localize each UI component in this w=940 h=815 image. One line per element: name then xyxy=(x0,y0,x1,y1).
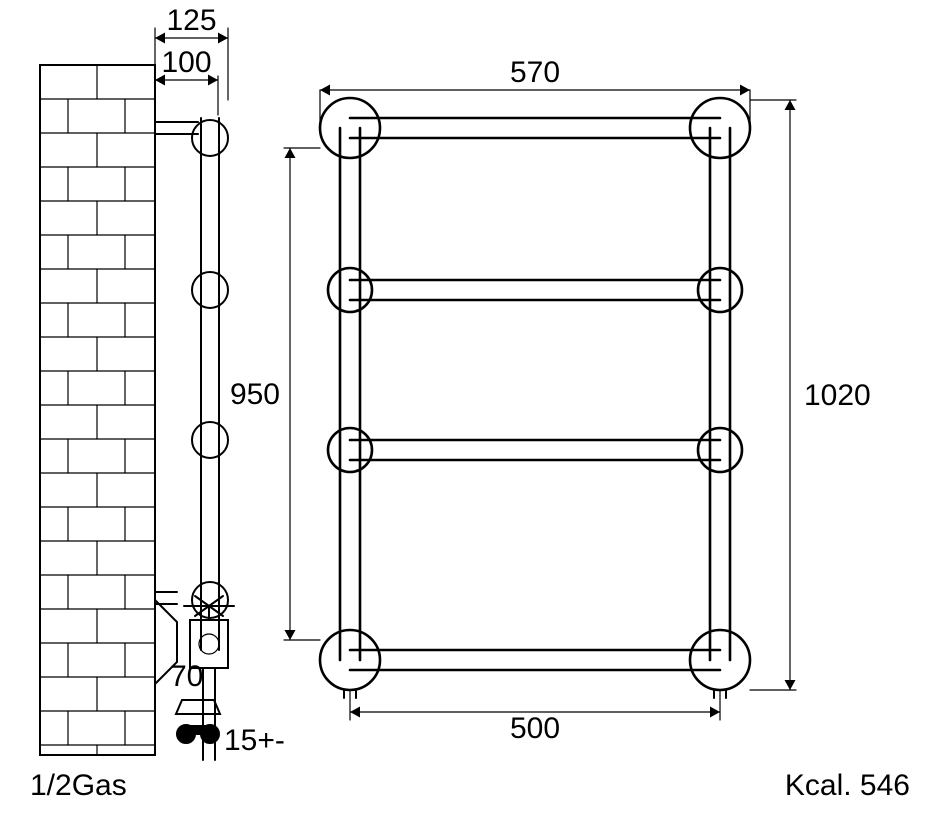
connection-label: 1/2Gas xyxy=(30,769,127,802)
dimension-label: 70 xyxy=(170,660,203,693)
dimension-label: 950 xyxy=(230,378,280,411)
technical-drawing: 125 100 570 500 950 1020 70 15+- 1/2Gas Kcal. 546 xyxy=(0,0,940,815)
dimension-label: 125 xyxy=(166,4,216,37)
heat-output-label: Kcal. 546 xyxy=(785,769,910,802)
dimension-label: 1020 xyxy=(804,379,871,412)
side-radiator xyxy=(155,120,234,743)
dimension-label: 100 xyxy=(161,46,211,79)
brick-wall xyxy=(40,65,155,755)
dimension-label: 500 xyxy=(510,712,560,745)
dimension-label: 570 xyxy=(510,56,560,89)
dimension-label: 15+- xyxy=(224,724,285,757)
front-radiator xyxy=(320,98,750,690)
